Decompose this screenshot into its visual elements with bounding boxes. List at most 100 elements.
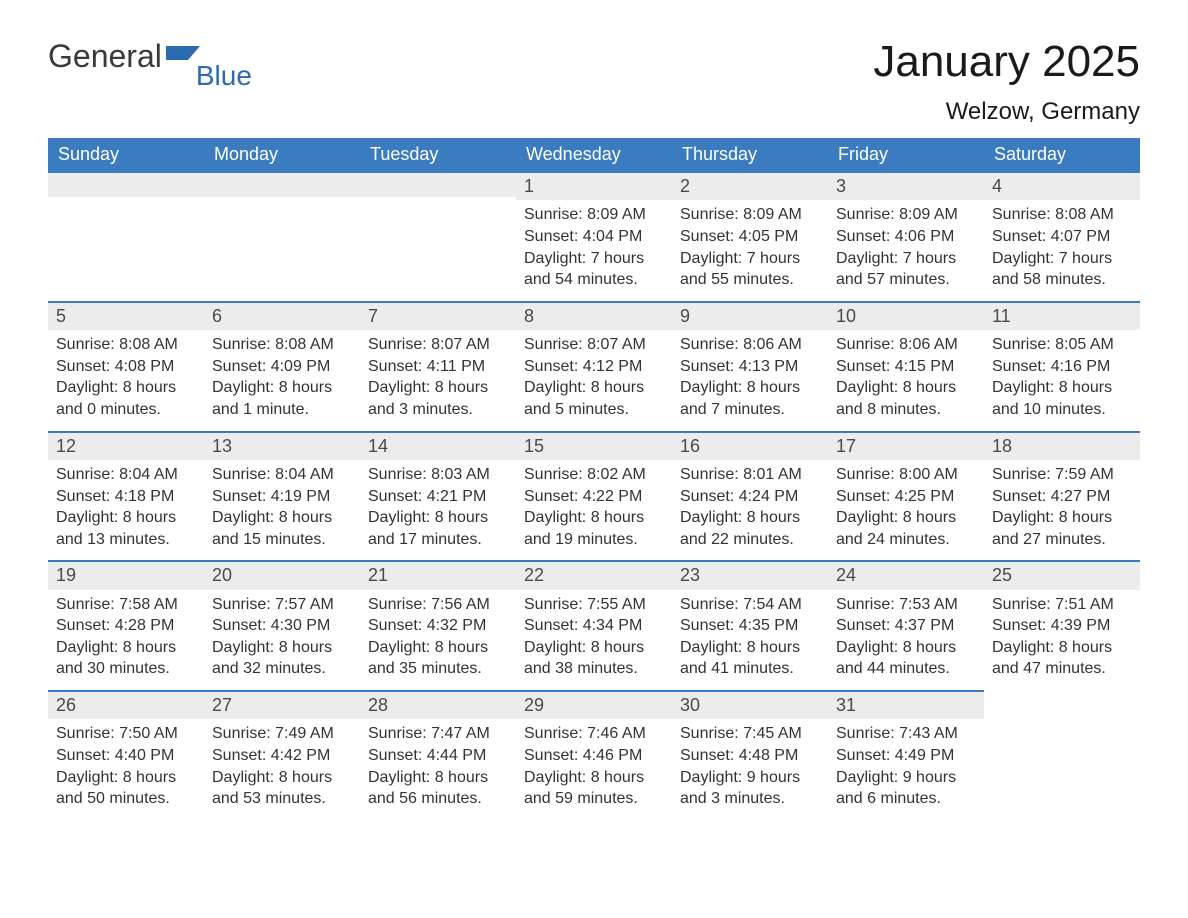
day-number: 10 xyxy=(828,301,984,330)
day-sunset: Sunset: 4:11 PM xyxy=(368,356,508,378)
day-sunset: Sunset: 4:16 PM xyxy=(992,356,1132,378)
day-sunrise: Sunrise: 8:07 AM xyxy=(368,334,508,356)
day-dl2: and 57 minutes. xyxy=(836,269,976,291)
day-sunrise: Sunrise: 8:05 AM xyxy=(992,334,1132,356)
calendar-cell: 23Sunrise: 7:54 AMSunset: 4:35 PMDayligh… xyxy=(672,560,828,690)
day-data: Sunrise: 8:08 AMSunset: 4:08 PMDaylight:… xyxy=(48,330,204,430)
calendar-cell: 22Sunrise: 7:55 AMSunset: 4:34 PMDayligh… xyxy=(516,560,672,690)
day-dl1: Daylight: 8 hours xyxy=(524,377,664,399)
empty-daynum xyxy=(204,171,360,197)
day-dl1: Daylight: 7 hours xyxy=(836,248,976,270)
day-dl2: and 58 minutes. xyxy=(992,269,1132,291)
calendar-cell: 24Sunrise: 7:53 AMSunset: 4:37 PMDayligh… xyxy=(828,560,984,690)
day-dl1: Daylight: 8 hours xyxy=(992,377,1132,399)
day-sunrise: Sunrise: 8:08 AM xyxy=(992,204,1132,226)
day-data: Sunrise: 8:05 AMSunset: 4:16 PMDaylight:… xyxy=(984,330,1140,430)
day-data: Sunrise: 8:09 AMSunset: 4:04 PMDaylight:… xyxy=(516,200,672,300)
day-data: Sunrise: 7:55 AMSunset: 4:34 PMDaylight:… xyxy=(516,590,672,690)
day-data: Sunrise: 8:09 AMSunset: 4:05 PMDaylight:… xyxy=(672,200,828,300)
day-sunrise: Sunrise: 8:09 AM xyxy=(680,204,820,226)
day-dl1: Daylight: 8 hours xyxy=(836,507,976,529)
day-data: Sunrise: 8:01 AMSunset: 4:24 PMDaylight:… xyxy=(672,460,828,560)
day-sunset: Sunset: 4:09 PM xyxy=(212,356,352,378)
calendar-cell: 19Sunrise: 7:58 AMSunset: 4:28 PMDayligh… xyxy=(48,560,204,690)
day-dl2: and 8 minutes. xyxy=(836,399,976,421)
day-data: Sunrise: 8:07 AMSunset: 4:12 PMDaylight:… xyxy=(516,330,672,430)
day-number: 29 xyxy=(516,690,672,719)
day-sunrise: Sunrise: 8:02 AM xyxy=(524,464,664,486)
calendar-week: 12Sunrise: 8:04 AMSunset: 4:18 PMDayligh… xyxy=(48,431,1140,561)
day-sunset: Sunset: 4:06 PM xyxy=(836,226,976,248)
day-sunrise: Sunrise: 8:06 AM xyxy=(680,334,820,356)
day-data: Sunrise: 8:06 AMSunset: 4:13 PMDaylight:… xyxy=(672,330,828,430)
day-sunset: Sunset: 4:15 PM xyxy=(836,356,976,378)
weekday-header: Monday xyxy=(204,138,360,171)
day-sunset: Sunset: 4:04 PM xyxy=(524,226,664,248)
title-block: January 2025 Welzow, Germany xyxy=(873,40,1140,126)
day-sunrise: Sunrise: 8:08 AM xyxy=(56,334,196,356)
calendar-cell: 18Sunrise: 7:59 AMSunset: 4:27 PMDayligh… xyxy=(984,431,1140,561)
day-dl1: Daylight: 8 hours xyxy=(524,637,664,659)
calendar-cell: 2Sunrise: 8:09 AMSunset: 4:05 PMDaylight… xyxy=(672,171,828,301)
day-data: Sunrise: 8:07 AMSunset: 4:11 PMDaylight:… xyxy=(360,330,516,430)
day-sunset: Sunset: 4:32 PM xyxy=(368,615,508,637)
calendar-cell: 20Sunrise: 7:57 AMSunset: 4:30 PMDayligh… xyxy=(204,560,360,690)
day-dl2: and 24 minutes. xyxy=(836,529,976,551)
calendar-cell: 30Sunrise: 7:45 AMSunset: 4:48 PMDayligh… xyxy=(672,690,828,820)
day-dl2: and 15 minutes. xyxy=(212,529,352,551)
day-number: 30 xyxy=(672,690,828,719)
day-data: Sunrise: 8:09 AMSunset: 4:06 PMDaylight:… xyxy=(828,200,984,300)
day-dl2: and 13 minutes. xyxy=(56,529,196,551)
calendar-cell: 4Sunrise: 8:08 AMSunset: 4:07 PMDaylight… xyxy=(984,171,1140,301)
day-sunset: Sunset: 4:39 PM xyxy=(992,615,1132,637)
day-data: Sunrise: 7:53 AMSunset: 4:37 PMDaylight:… xyxy=(828,590,984,690)
day-dl2: and 32 minutes. xyxy=(212,658,352,680)
weekday-header: Sunday xyxy=(48,138,204,171)
day-dl1: Daylight: 8 hours xyxy=(680,377,820,399)
calendar-cell: 1Sunrise: 8:09 AMSunset: 4:04 PMDaylight… xyxy=(516,171,672,301)
day-number: 21 xyxy=(360,560,516,589)
day-dl2: and 17 minutes. xyxy=(368,529,508,551)
day-dl1: Daylight: 8 hours xyxy=(836,637,976,659)
calendar-cell: 25Sunrise: 7:51 AMSunset: 4:39 PMDayligh… xyxy=(984,560,1140,690)
day-dl1: Daylight: 8 hours xyxy=(368,377,508,399)
day-dl2: and 1 minute. xyxy=(212,399,352,421)
day-data: Sunrise: 8:08 AMSunset: 4:07 PMDaylight:… xyxy=(984,200,1140,300)
weekday-header: Saturday xyxy=(984,138,1140,171)
calendar-cell: 16Sunrise: 8:01 AMSunset: 4:24 PMDayligh… xyxy=(672,431,828,561)
day-data: Sunrise: 7:50 AMSunset: 4:40 PMDaylight:… xyxy=(48,719,204,819)
day-dl1: Daylight: 8 hours xyxy=(680,507,820,529)
day-dl1: Daylight: 7 hours xyxy=(992,248,1132,270)
calendar-week: 26Sunrise: 7:50 AMSunset: 4:40 PMDayligh… xyxy=(48,690,1140,820)
calendar-cell: 14Sunrise: 8:03 AMSunset: 4:21 PMDayligh… xyxy=(360,431,516,561)
weekday-header-row: SundayMondayTuesdayWednesdayThursdayFrid… xyxy=(48,138,1140,171)
day-sunset: Sunset: 4:12 PM xyxy=(524,356,664,378)
day-dl2: and 53 minutes. xyxy=(212,788,352,810)
day-dl1: Daylight: 8 hours xyxy=(56,637,196,659)
day-sunset: Sunset: 4:40 PM xyxy=(56,745,196,767)
calendar-cell: 28Sunrise: 7:47 AMSunset: 4:44 PMDayligh… xyxy=(360,690,516,820)
day-sunrise: Sunrise: 8:07 AM xyxy=(524,334,664,356)
day-dl1: Daylight: 7 hours xyxy=(524,248,664,270)
day-dl1: Daylight: 9 hours xyxy=(680,767,820,789)
day-dl2: and 3 minutes. xyxy=(680,788,820,810)
day-sunrise: Sunrise: 8:06 AM xyxy=(836,334,976,356)
day-dl1: Daylight: 8 hours xyxy=(212,637,352,659)
day-number: 26 xyxy=(48,690,204,719)
calendar-cell xyxy=(360,171,516,301)
day-data: Sunrise: 8:06 AMSunset: 4:15 PMDaylight:… xyxy=(828,330,984,430)
calendar-cell: 13Sunrise: 8:04 AMSunset: 4:19 PMDayligh… xyxy=(204,431,360,561)
calendar-cell: 29Sunrise: 7:46 AMSunset: 4:46 PMDayligh… xyxy=(516,690,672,820)
day-number: 8 xyxy=(516,301,672,330)
calendar-cell: 3Sunrise: 8:09 AMSunset: 4:06 PMDaylight… xyxy=(828,171,984,301)
day-number: 11 xyxy=(984,301,1140,330)
calendar-week: 1Sunrise: 8:09 AMSunset: 4:04 PMDaylight… xyxy=(48,171,1140,301)
day-data: Sunrise: 7:49 AMSunset: 4:42 PMDaylight:… xyxy=(204,719,360,819)
day-dl2: and 30 minutes. xyxy=(56,658,196,680)
day-sunset: Sunset: 4:27 PM xyxy=(992,486,1132,508)
day-sunset: Sunset: 4:37 PM xyxy=(836,615,976,637)
day-dl1: Daylight: 8 hours xyxy=(368,767,508,789)
day-data: Sunrise: 8:08 AMSunset: 4:09 PMDaylight:… xyxy=(204,330,360,430)
day-dl2: and 38 minutes. xyxy=(524,658,664,680)
calendar-cell: 15Sunrise: 8:02 AMSunset: 4:22 PMDayligh… xyxy=(516,431,672,561)
